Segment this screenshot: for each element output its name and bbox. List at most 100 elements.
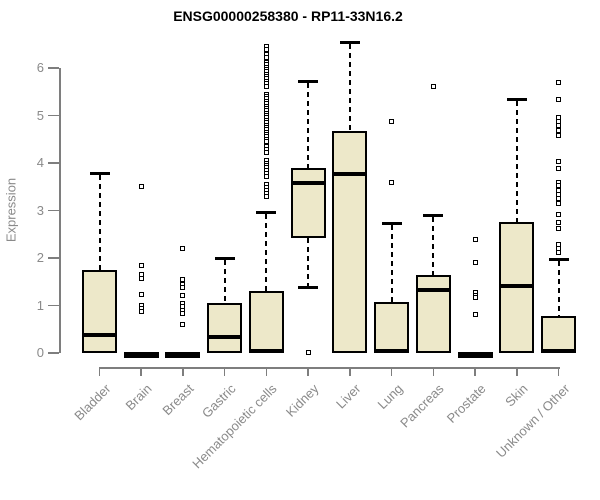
- outlier-point: [556, 158, 562, 164]
- outlier-point: [556, 123, 562, 129]
- outlier-point: [138, 309, 144, 315]
- box-whisker: [348, 44, 351, 131]
- box-whisker: [432, 217, 435, 276]
- outlier-point: [180, 246, 186, 252]
- median-line: [332, 172, 368, 177]
- y-tick: [48, 162, 59, 164]
- outlier-point: [263, 150, 269, 156]
- box-whisker: [307, 82, 310, 168]
- y-tick-label: 5: [36, 107, 44, 123]
- box: [82, 270, 117, 353]
- outlier-point: [263, 139, 269, 145]
- x-tick: [349, 367, 351, 376]
- outlier-point: [556, 80, 562, 86]
- whisker-cap: [548, 258, 569, 262]
- outlier-point: [180, 285, 186, 291]
- y-tick-label: 4: [36, 155, 44, 170]
- box-whisker: [98, 175, 101, 271]
- outlier-point: [389, 179, 395, 185]
- outlier-point: [263, 193, 269, 199]
- box: [541, 315, 577, 353]
- whisker-cap: [214, 256, 235, 260]
- y-tick: [48, 67, 59, 69]
- x-tick-label: Gastric: [198, 381, 239, 421]
- outlier-point: [430, 83, 436, 89]
- x-tick-label: Brain: [122, 381, 155, 414]
- outlier-point: [556, 225, 562, 231]
- x-tick: [182, 367, 184, 376]
- outlier-point: [263, 47, 269, 53]
- outlier-point: [138, 184, 144, 190]
- x-tick-label: Prostate: [443, 381, 489, 426]
- outlier-point: [263, 173, 269, 179]
- outlier-point: [138, 262, 144, 268]
- x-tick: [390, 367, 393, 376]
- outlier-point: [472, 260, 478, 266]
- outlier-point: [472, 311, 478, 317]
- outlier-point: [180, 292, 186, 298]
- outlier-point: [305, 349, 311, 355]
- outlier-point: [556, 128, 562, 134]
- flat-box: [165, 352, 201, 358]
- outlier-point: [556, 118, 562, 124]
- y-tick-label: 1: [36, 297, 44, 313]
- y-tick-label: 2: [36, 250, 44, 265]
- flat-box: [457, 352, 493, 358]
- outlier-point: [556, 212, 562, 218]
- y-tick: [48, 352, 59, 354]
- median-line: [499, 283, 535, 288]
- median-line: [541, 349, 577, 354]
- box-whisker: [265, 214, 268, 291]
- box-whisker: [307, 237, 310, 287]
- outlier-point: [556, 133, 562, 139]
- outlier-point: [556, 220, 562, 226]
- whisker-cap: [298, 79, 319, 83]
- x-tick-label: Skin: [501, 381, 531, 410]
- outlier-point: [556, 201, 562, 207]
- whisker-cap: [298, 286, 319, 290]
- outlier-point: [263, 83, 269, 89]
- x-tick: [307, 367, 309, 376]
- y-axis-line: [59, 68, 61, 353]
- median-line: [415, 287, 451, 292]
- median-line: [248, 349, 284, 354]
- x-tick: [516, 367, 518, 376]
- y-tick: [48, 304, 59, 307]
- x-tick-label: Unknown / Other: [492, 381, 573, 461]
- outlier-point: [556, 165, 562, 171]
- box: [248, 290, 284, 353]
- box-whisker: [557, 261, 560, 316]
- whisker-cap: [506, 97, 527, 101]
- box: [290, 167, 326, 238]
- median-line: [207, 334, 243, 339]
- box: [207, 303, 243, 353]
- outlier-point: [138, 291, 144, 297]
- outlier-point: [180, 310, 186, 316]
- outlier-point: [263, 55, 269, 61]
- x-tick: [474, 367, 476, 376]
- whisker-cap: [381, 222, 402, 226]
- box-whisker: [223, 259, 226, 304]
- outlier-point: [389, 118, 395, 124]
- x-tick-label: Breast: [159, 381, 197, 419]
- y-tick-label: 6: [36, 60, 44, 75]
- y-tick: [48, 114, 59, 117]
- x-tick-label: Liver: [332, 381, 364, 412]
- x-tick-label: Bladder: [70, 381, 114, 424]
- outlier-point: [556, 97, 562, 103]
- outlier-point: [472, 237, 478, 243]
- y-tick: [48, 257, 59, 259]
- whisker-cap: [339, 41, 360, 45]
- x-tick-label: Pancreas: [397, 381, 447, 431]
- chart-title: ENSG00000258380 - RP11-33N16.2: [173, 8, 403, 24]
- outlier-point: [138, 275, 144, 281]
- median-line: [82, 333, 117, 338]
- whisker-cap: [256, 211, 277, 215]
- box: [374, 302, 410, 353]
- x-tick: [98, 367, 101, 376]
- median-line: [374, 349, 410, 354]
- whisker-cap: [423, 214, 444, 218]
- outlier-point: [556, 195, 562, 201]
- y-tick-label: 3: [36, 202, 44, 218]
